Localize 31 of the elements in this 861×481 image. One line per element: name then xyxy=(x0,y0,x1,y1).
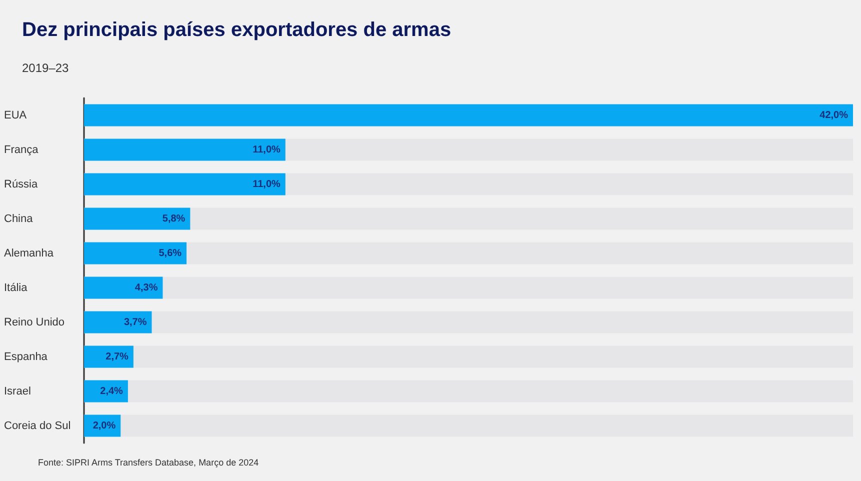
data-label: 3,7% xyxy=(124,316,147,328)
y-tick-label: França xyxy=(4,144,40,156)
bar xyxy=(84,138,286,161)
data-label: 5,8% xyxy=(162,213,186,224)
y-tick-label: Rússia xyxy=(4,178,39,190)
y-tick-label: Alemanha xyxy=(4,247,54,260)
data-label: 2,4% xyxy=(100,386,124,397)
y-tick-label: Espanha xyxy=(4,350,48,363)
y-tick-label: EUA xyxy=(4,109,28,122)
y-tick-label: China xyxy=(4,212,34,225)
data-label: 11,0% xyxy=(252,144,281,156)
bar xyxy=(84,173,286,196)
source-note: Fonte: SIPRI Arms Transfers Database, Março de 2024 xyxy=(38,458,259,468)
data-label: 4,3% xyxy=(134,282,158,294)
chart-subtitle: 2019–23 xyxy=(22,61,70,75)
bar xyxy=(84,346,134,368)
y-tick-label: Reino Unido xyxy=(4,316,65,328)
data-label: 11,0% xyxy=(252,178,281,190)
bar xyxy=(84,242,187,264)
chart-title: Dez principais países exportadores de armas xyxy=(22,19,452,41)
data-label: 42,0% xyxy=(820,110,848,121)
bar xyxy=(84,208,190,230)
data-label: 2,0% xyxy=(92,420,116,432)
bar xyxy=(84,276,163,299)
bar xyxy=(84,311,152,334)
data-label: 2,7% xyxy=(106,351,129,362)
y-tick-label: Itália xyxy=(4,282,28,294)
bar xyxy=(84,380,128,402)
y-tick-label: Coreia do Sul xyxy=(4,420,71,432)
y-tick-label: Israel xyxy=(4,385,31,398)
data-label: 5,6% xyxy=(158,248,182,259)
